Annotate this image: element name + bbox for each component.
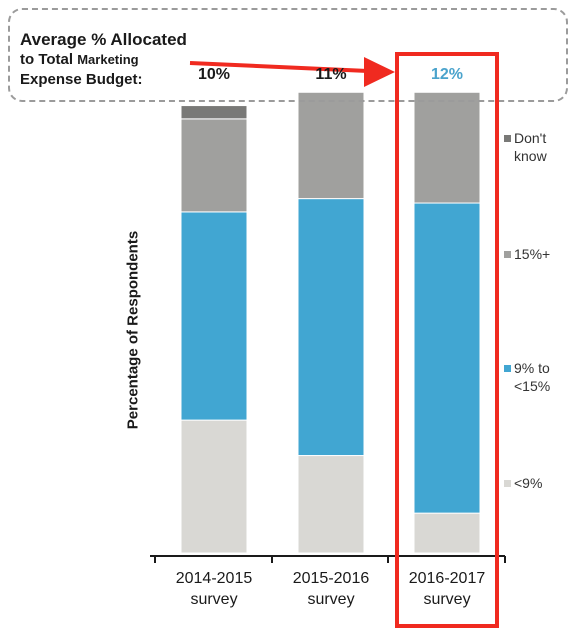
budget-label: Average % Allocated to Total Marketing E… <box>20 30 210 90</box>
budget-label-line1: Average % Allocated <box>20 30 187 49</box>
x-tick-label-2015: 2015-2016 survey <box>276 568 386 610</box>
budget-label-line2b: Marketing <box>77 52 139 67</box>
bar-2014-dont-know <box>180 105 248 120</box>
x-tick-label-2014-line2: survey <box>190 591 238 608</box>
budget-label-line2: to Total Marketing <box>20 50 210 70</box>
budget-callout-box <box>8 8 568 102</box>
bar-2016-15plus <box>413 91 481 204</box>
legend-label-under-9: <9% <box>504 474 542 492</box>
bar-2014-9-15 <box>180 211 248 421</box>
bar-2014-under-9 <box>180 419 248 554</box>
legend-text-15plus: 15%+ <box>514 246 551 262</box>
budget-value-2014: 10% <box>197 66 231 83</box>
legend-text-dont-know-1: Don't <box>514 130 547 146</box>
legend-text-9-15-1: 9% to <box>514 360 550 376</box>
x-tick-label-2014-line1: 2014-2015 <box>175 570 253 587</box>
legend-text-dont-know-2: know <box>514 148 547 164</box>
legend-text-under-9: <9% <box>514 475 543 491</box>
bar-2014-15plus <box>180 118 248 213</box>
bars-layer <box>180 91 481 554</box>
x-tick-label-2016-line1: 2016-2017 <box>408 570 486 587</box>
legend-item-9-15: 9% to <15% <box>504 359 550 395</box>
arrow-shaft <box>189 61 369 73</box>
bar-2016-9-15 <box>413 202 481 514</box>
bar-2015-15plus <box>297 91 365 200</box>
arrow <box>189 57 395 87</box>
legend-text-9-15-2: <15% <box>514 378 551 394</box>
bar-2016-under-9 <box>413 512 481 554</box>
legend-swatch-under-9 <box>504 480 511 487</box>
highlight-box-2016 <box>395 52 499 628</box>
budget-value-2016: 12% <box>430 66 464 83</box>
x-tick-label-2015-line1: 2015-2016 <box>292 570 370 587</box>
budget-value-2015: 11% <box>315 66 347 83</box>
legend-item-under-9: <9% <box>504 474 542 492</box>
budget-label-line2a: to Total <box>20 51 74 68</box>
x-tick-label-2016: 2016-2017 survey <box>392 568 502 610</box>
bar-2015-9-15 <box>297 198 365 457</box>
budget-label-line3: Expense Budget: <box>20 71 143 88</box>
y-axis-label: Percentage of Respondents <box>124 230 142 430</box>
legend-label-9-15: 9% to <box>504 359 550 377</box>
legend-item-dont-know: Don't know <box>504 129 547 165</box>
legend-swatch-dont-know <box>504 135 511 142</box>
bar-2015-under-9 <box>297 455 365 554</box>
legend-swatch-15plus <box>504 251 511 258</box>
legend-label-15plus: 15%+ <box>504 245 550 263</box>
arrow-head <box>364 57 395 87</box>
legend-item-15plus: 15%+ <box>504 245 550 263</box>
x-tick-label-2014: 2014-2015 survey <box>159 568 269 610</box>
x-tick-label-2016-line2: survey <box>423 591 471 608</box>
legend-label-dont-know: Don't <box>504 129 547 147</box>
legend-swatch-9-15 <box>504 365 511 372</box>
x-tick-label-2015-line2: survey <box>307 591 355 608</box>
